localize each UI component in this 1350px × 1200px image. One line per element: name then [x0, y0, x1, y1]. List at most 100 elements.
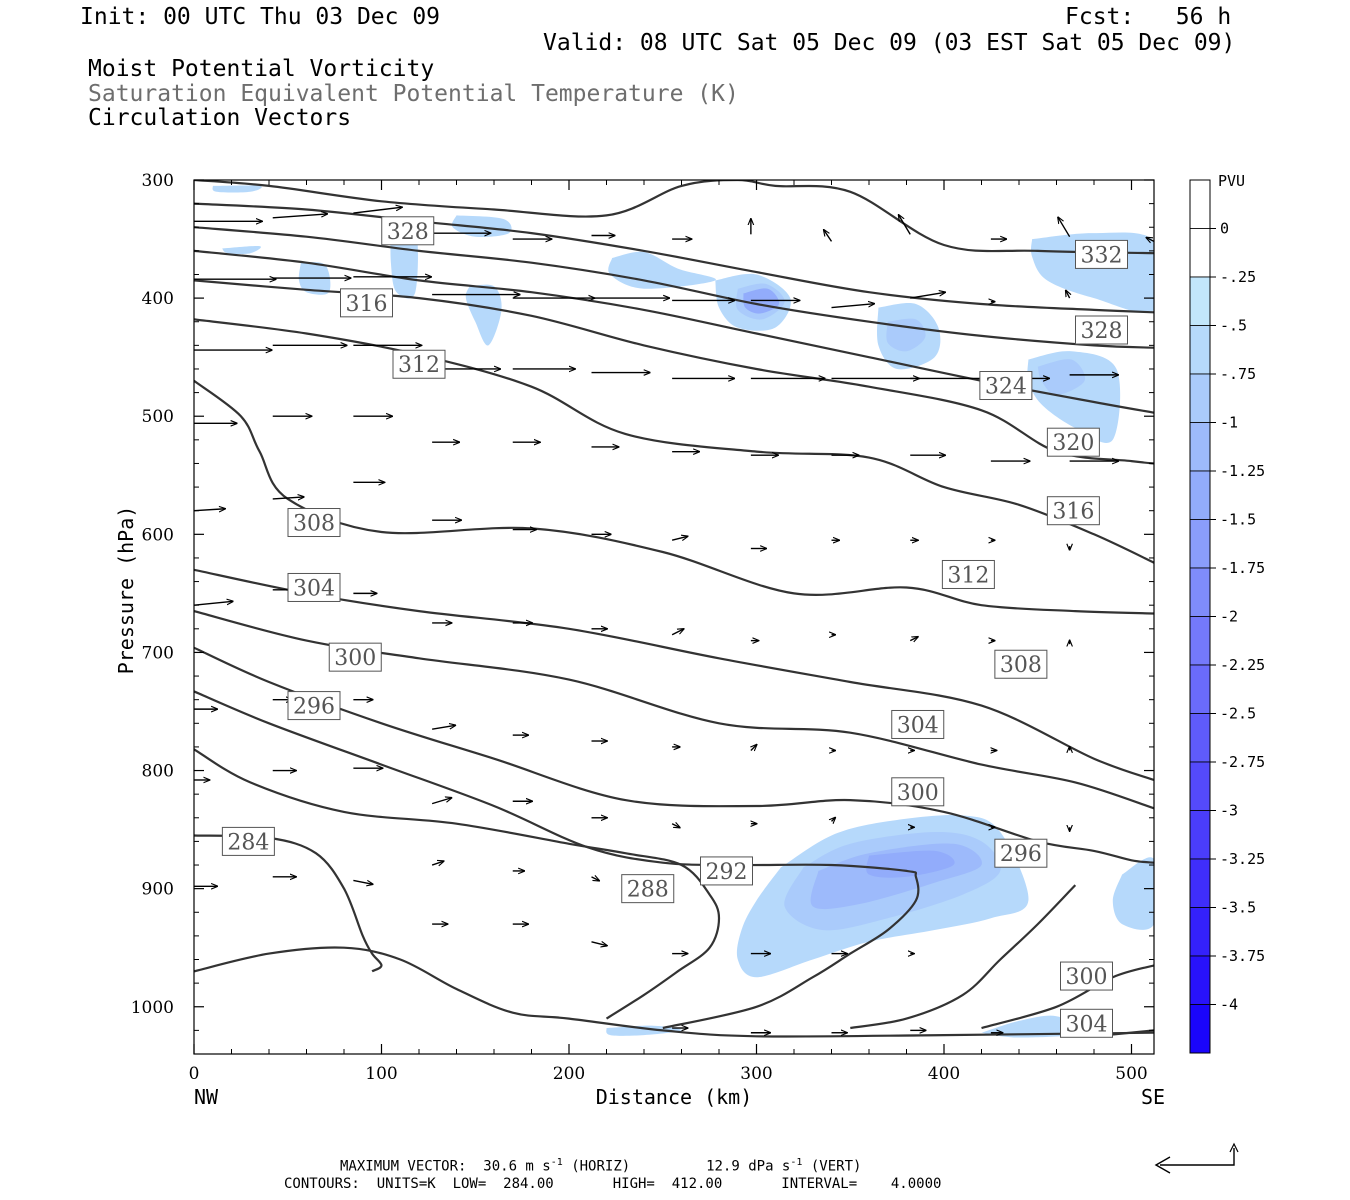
theta-contour-line	[194, 646, 1154, 864]
colorbar-swatch	[1189, 228, 1211, 278]
max-vector-horiz-tag: (HORIZ)	[571, 1158, 631, 1175]
colorbar-swatch	[1189, 422, 1211, 472]
circulation-vector-arrow	[671, 536, 688, 540]
colorbar-swatch	[1189, 907, 1211, 957]
pv-region	[886, 318, 926, 352]
circulation-vector-arrow	[909, 637, 918, 641]
contour-labels: 328 332 316 328 312 324 320 316 308 304 312 300 308 2…	[221, 216, 1128, 1038]
circulation-vector-arrow	[353, 207, 402, 214]
forecast-hour-label: Fcst: 56 h	[1065, 4, 1232, 30]
contour-label-box	[1046, 496, 1100, 526]
circulation-vector-arrow	[910, 292, 945, 299]
circulation-vector-arrow	[831, 304, 875, 309]
contour-label-box	[1075, 239, 1128, 269]
circulation-vector-arrow	[832, 817, 836, 821]
colorbar-swatch	[1189, 1004, 1211, 1054]
y-tick-label: 300	[142, 171, 174, 191]
pv-region	[1037, 359, 1086, 395]
contour-label-box	[381, 216, 435, 246]
colorbar-label: -1.5	[1220, 511, 1256, 529]
field-title-thetaes: Saturation Equivalent Potential Temperat…	[88, 81, 739, 107]
contours-info-line: CONTOURS: UNITS=K LOW= 284.00 HIGH= 412.…	[284, 1176, 942, 1192]
pv-region	[465, 284, 502, 346]
contour-label: 316	[1052, 500, 1094, 525]
circulation-vector-arrow	[431, 798, 452, 805]
contour-label: 308	[1000, 653, 1042, 678]
max-vector-vert-tag: (VERT)	[810, 1158, 862, 1175]
colorbar-swatch	[1189, 276, 1211, 326]
contour-label: 304	[1066, 1012, 1108, 1037]
theta-contour-line	[194, 946, 1154, 1038]
contour-label: 316	[346, 292, 388, 317]
colorbar-label: -1.75	[1220, 559, 1265, 577]
y-tick-label: 900	[142, 880, 174, 900]
contour-label: 300	[334, 646, 376, 671]
theta-contour-line	[194, 379, 1154, 615]
theta-contours	[194, 180, 1154, 1038]
contour-label: 332	[1081, 243, 1123, 268]
contour-label-box	[891, 709, 945, 739]
axes: 0 100 200 300 400 500 300 400 500 600 700 800 900 100…	[131, 171, 1154, 1084]
contour-label-box	[287, 572, 341, 602]
circulation-vector-arrow	[591, 942, 608, 946]
contour-label: 328	[1081, 319, 1123, 344]
reference-vector-icon	[1154, 1142, 1239, 1174]
x-right-end-label: SE	[1141, 1085, 1165, 1109]
x-axis-title: Distance (km)	[596, 1085, 753, 1109]
contour-label: 288	[627, 878, 669, 903]
contour-label-box	[1075, 315, 1128, 345]
theta-contour-line	[981, 964, 1154, 1030]
colorbar-swatch	[1189, 955, 1211, 1005]
contour-label-box	[621, 874, 675, 904]
x-tick-label: 0	[189, 1064, 200, 1084]
theta-contour-line	[194, 690, 920, 1030]
field-title-vectors: Circulation Vectors	[88, 105, 352, 131]
y-tick-label: 1000	[131, 998, 174, 1018]
circulation-vector-arrow	[751, 745, 757, 751]
colorbar-swatch	[1189, 567, 1211, 617]
contour-label-box	[221, 826, 275, 856]
theta-contour-line	[194, 748, 721, 1020]
colorbar-label: -4	[1220, 996, 1238, 1014]
y-axis-title: Pressure (hPa)	[114, 506, 138, 675]
theta-contour-line	[194, 568, 1154, 782]
circulation-vector-arrow	[824, 230, 833, 242]
contour-label: 300	[897, 781, 939, 806]
plot-frame	[193, 179, 1155, 1055]
contour-label: 328	[387, 220, 429, 245]
circulation-vector-arrow	[1146, 238, 1154, 242]
max-vector-line: MAXIMUM VECTOR: 30.6 m s-1 (HORIZ) 12.9 …	[340, 1157, 861, 1175]
contour-label: 296	[1000, 842, 1042, 867]
contour-label: 292	[706, 860, 748, 885]
y-tick-label: 800	[142, 762, 174, 782]
contour-label: 312	[947, 563, 989, 588]
circulation-vector-arrow	[591, 877, 600, 881]
pv-region	[212, 185, 262, 193]
valid-time-label: Valid: 08 UTC Sat 05 Dec 09 (03 EST Sat …	[543, 30, 1236, 56]
colorbar-label: -.5	[1220, 317, 1247, 335]
pv-region	[222, 245, 261, 254]
colorbar-label: -3.75	[1220, 947, 1265, 965]
colorbar-label: -2.25	[1220, 656, 1265, 674]
pv-region	[981, 1015, 1086, 1038]
contour-label: 284	[227, 830, 269, 855]
y-tick-label: 600	[142, 525, 174, 545]
circulation-vector-arrow	[194, 509, 225, 511]
colorbar-label: -.75	[1220, 365, 1256, 383]
max-vector-horiz-text: MAXIMUM VECTOR: 30.6 m s	[340, 1158, 551, 1175]
contour-label-box	[941, 559, 995, 589]
colorbar-label: -3.25	[1220, 850, 1265, 868]
contour-label-box	[979, 371, 1033, 401]
max-vector-horiz-exponent: -1	[550, 1157, 563, 1168]
theta-contour-line	[194, 202, 1154, 314]
colorbar-swatch	[1189, 519, 1211, 569]
circulation-vector-arrow	[1066, 290, 1070, 299]
y-tick-label: 400	[142, 289, 174, 309]
colorbar-label: -3.5	[1220, 899, 1256, 917]
contour-label: 320	[1052, 431, 1094, 456]
circulation-vector-arrow	[432, 725, 455, 730]
colorbar-swatch	[1189, 325, 1211, 375]
circulation-vector-arrow	[353, 879, 373, 884]
colorbar-label: -3	[1220, 802, 1238, 820]
circulation-vector-arrow	[272, 214, 328, 219]
